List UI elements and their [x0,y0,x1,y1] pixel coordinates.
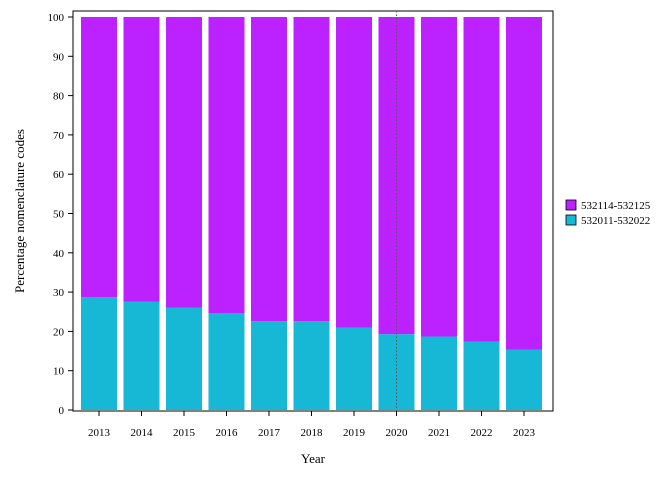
legend-swatch [565,214,577,226]
x-tick-label: 2016 [216,427,239,439]
x-tick-label: 2023 [513,427,536,439]
x-tick-label: 2020 [386,427,409,439]
bar-532114-532125-2017 [251,17,287,322]
x-tick-label: 2019 [343,427,366,439]
bar-532114-532125-2013 [81,17,117,298]
x-axis-title: Year [301,451,326,466]
legend-label: 532114-532125 [581,200,651,212]
bar-532011-532022-2013 [81,297,117,410]
y-tick-label: 40 [53,248,65,260]
y-axis-title: Percentage nomenclature codes [12,129,27,293]
x-tick-label: 2013 [88,427,111,439]
y-axis: 0 10 20 30 40 50 60 70 80 90 100 [48,12,73,417]
x-axis: 2013 2014 2015 2016 2017 2018 2019 2020 2021 2022… [88,411,536,439]
bar-group [81,17,542,410]
x-tick-label: 2014 [131,427,154,439]
y-tick-label: 80 [53,91,65,103]
bar-532114-532125-2019 [336,17,372,328]
bar-532114-532125-2022 [463,17,500,342]
y-tick-label: 20 [53,326,65,338]
y-tick-label: 0 [59,405,65,417]
y-tick-label: 60 [53,169,65,181]
legend-label: 532011-532022 [581,215,650,227]
bar-532011-532022-2014 [123,301,160,410]
bar-532114-532125-2023 [506,17,542,350]
x-tick-label: 2015 [173,427,196,439]
bar-532114-532125-2016 [208,17,245,314]
y-tick-label: 30 [53,287,65,299]
y-tick-label: 70 [53,130,65,142]
x-tick-label: 2021 [428,427,450,439]
x-tick-label: 2022 [471,427,493,439]
x-tick-label: 2017 [258,427,281,439]
bar-532114-532125-2021 [421,17,457,337]
bar-532011-532022-2015 [166,307,202,410]
bar-532011-532022-2016 [208,313,245,410]
bar-532114-532125-2018 [293,17,330,322]
bar-532011-532022-2023 [506,349,542,410]
bar-532114-532125-2014 [123,17,160,302]
y-tick-label: 50 [53,209,65,221]
legend: 532114-532125 532011-532022 [565,199,651,227]
bar-532114-532125-2015 [166,17,202,308]
bar-532011-532022-2019 [336,327,372,410]
bar-532011-532022-2017 [251,321,287,410]
legend-swatch [565,199,577,211]
bar-532011-532022-2022 [463,341,500,410]
y-tick-label: 100 [48,12,65,24]
x-tick-label: 2018 [301,427,324,439]
y-tick-label: 10 [53,366,65,378]
bar-532011-532022-2021 [421,336,457,410]
bar-532011-532022-2018 [293,321,330,410]
y-tick-label: 90 [53,51,65,63]
